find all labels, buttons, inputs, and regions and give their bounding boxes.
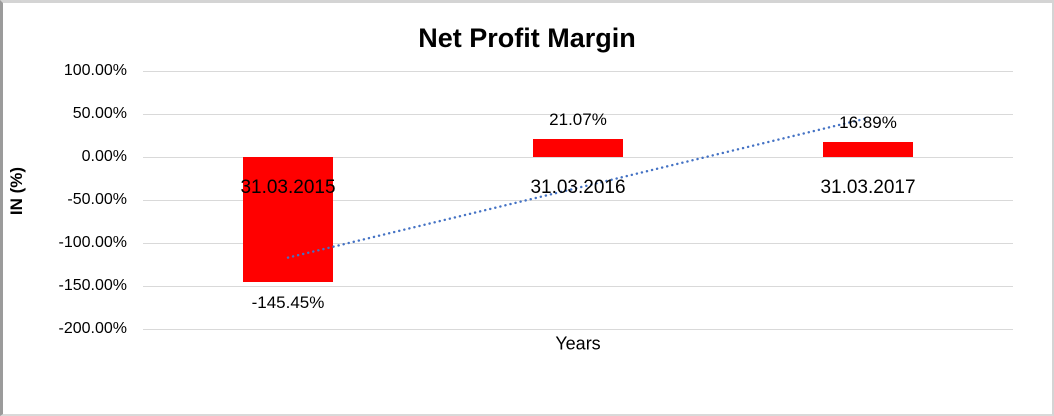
- category-label: 31.03.2016: [530, 177, 626, 198]
- y-tick-label: 100.00%: [63, 62, 127, 79]
- chart-title: Net Profit Margin: [418, 23, 636, 53]
- bar: [533, 138, 623, 157]
- gridline: [143, 70, 1013, 72]
- bar: [243, 157, 333, 283]
- gridline: [143, 328, 1013, 330]
- category-label: 31.03.2017: [820, 177, 916, 198]
- y-tick-label: -150.00%: [58, 277, 128, 294]
- y-tick-label: -100.00%: [58, 234, 128, 251]
- data-label: 16.89%: [839, 113, 897, 133]
- gridline: [143, 285, 1013, 287]
- gridline: [143, 113, 1013, 115]
- data-label: 21.07%: [549, 109, 607, 129]
- y-tick-label: -50.00%: [67, 191, 127, 208]
- x-axis-title: Years: [555, 333, 601, 354]
- bar: [823, 142, 913, 157]
- y-tick-label: 50.00%: [72, 105, 127, 122]
- y-tick-label: 0.00%: [81, 148, 127, 165]
- category-label: 31.03.2015: [240, 177, 336, 198]
- y-tick-label: -200.00%: [58, 320, 128, 337]
- data-label: -145.45%: [251, 293, 325, 313]
